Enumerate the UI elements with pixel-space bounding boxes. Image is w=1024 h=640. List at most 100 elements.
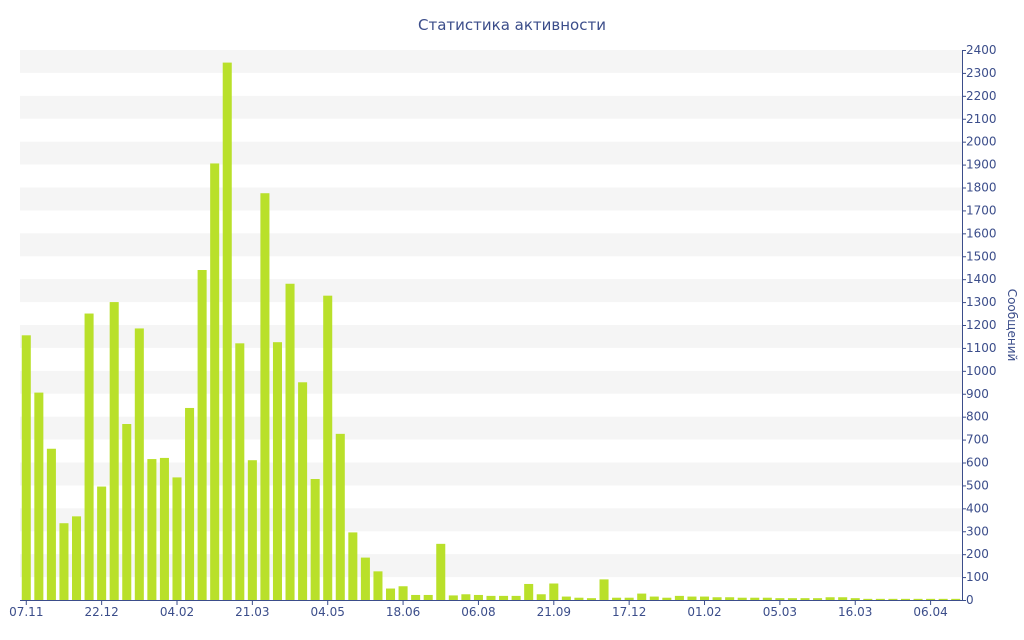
y-axis-ticks: 0 100 200 300 400 500 600 700 800 900 1000 1100 1200… bbox=[962, 43, 997, 607]
grid-band bbox=[20, 50, 962, 73]
bar-70 bbox=[900, 598, 910, 600]
bar-59 bbox=[762, 597, 772, 600]
bar-60 bbox=[775, 598, 785, 600]
bar-3 bbox=[59, 523, 69, 600]
bar-24 bbox=[323, 295, 333, 600]
bar-40 bbox=[524, 583, 534, 600]
bar-25 bbox=[335, 433, 345, 600]
y-tick-label: 200 bbox=[966, 547, 989, 561]
bar-64 bbox=[825, 597, 835, 600]
bar-2 bbox=[46, 448, 56, 600]
grid-band bbox=[20, 95, 962, 119]
x-tick-label: 18.06 bbox=[386, 605, 420, 619]
x-tick-label: 17.12 bbox=[612, 605, 646, 619]
bar-71 bbox=[913, 598, 923, 600]
bar-58 bbox=[750, 597, 760, 600]
x-tick-label: 16.03 bbox=[838, 605, 872, 619]
y-tick-label: 400 bbox=[966, 501, 989, 515]
bar-50 bbox=[649, 596, 659, 600]
bar-16 bbox=[222, 62, 232, 601]
bar-8 bbox=[122, 424, 132, 600]
bar-35 bbox=[461, 594, 471, 600]
bar-28 bbox=[373, 571, 383, 600]
bar-51 bbox=[662, 597, 672, 600]
bar-20 bbox=[272, 342, 282, 600]
bar-7 bbox=[109, 302, 119, 600]
x-tick-label: 04.05 bbox=[311, 605, 345, 619]
bar-0 bbox=[21, 335, 31, 600]
bar-57 bbox=[737, 597, 747, 600]
y-tick-label: 600 bbox=[966, 456, 989, 470]
grid-band bbox=[20, 416, 962, 440]
grid-band bbox=[20, 279, 962, 303]
bar-17 bbox=[235, 343, 245, 600]
y-tick-label: 1400 bbox=[966, 272, 997, 286]
bar-74 bbox=[951, 598, 961, 600]
bar-6 bbox=[97, 486, 107, 600]
y-axis-label: Сообщений bbox=[1005, 289, 1019, 362]
y-tick-label: 1200 bbox=[966, 318, 997, 332]
y-tick-label: 700 bbox=[966, 433, 989, 447]
y-tick-label: 1800 bbox=[966, 181, 997, 195]
bar-9 bbox=[134, 328, 144, 600]
bar-38 bbox=[499, 595, 509, 601]
bar-series bbox=[21, 62, 961, 601]
grid-band bbox=[20, 141, 962, 165]
y-tick-label: 1900 bbox=[966, 158, 997, 172]
bar-31 bbox=[411, 594, 421, 600]
x-tick-label: 07.11 bbox=[9, 605, 43, 619]
bar-11 bbox=[159, 457, 169, 600]
grid-band bbox=[20, 325, 962, 348]
chart-title: Статистика активности bbox=[418, 16, 606, 34]
bar-15 bbox=[210, 163, 220, 600]
bar-69 bbox=[888, 598, 898, 600]
bar-42 bbox=[549, 583, 559, 600]
bar-30 bbox=[398, 586, 408, 600]
y-tick-label: 2100 bbox=[966, 112, 997, 126]
bar-65 bbox=[838, 597, 848, 600]
bar-63 bbox=[813, 598, 823, 600]
y-tick-label: 1000 bbox=[966, 364, 997, 378]
bar-44 bbox=[574, 597, 584, 600]
bar-46 bbox=[599, 579, 609, 601]
bar-10 bbox=[147, 459, 157, 600]
bar-56 bbox=[725, 597, 735, 600]
x-tick-label: 06.04 bbox=[913, 605, 947, 619]
y-tick-label: 1700 bbox=[966, 203, 997, 217]
x-tick-label: 04.02 bbox=[160, 605, 194, 619]
x-axis-ticks: 07.11 22.12 04.02 21.03 04.05 18.06 06.08 21.09… bbox=[9, 600, 948, 619]
y-tick-label: 2200 bbox=[966, 89, 997, 103]
grid-bands bbox=[20, 50, 962, 578]
x-tick-label: 06.08 bbox=[461, 605, 495, 619]
bar-53 bbox=[687, 596, 697, 600]
grid-band bbox=[20, 233, 962, 257]
bar-68 bbox=[875, 598, 885, 600]
y-tick-label: 1300 bbox=[966, 295, 997, 309]
x-tick-label: 21.09 bbox=[537, 605, 571, 619]
bar-19 bbox=[260, 193, 270, 601]
x-tick-label: 01.02 bbox=[687, 605, 721, 619]
y-tick-label: 1500 bbox=[966, 249, 997, 263]
x-tick-label: 22.12 bbox=[84, 605, 118, 619]
bar-67 bbox=[863, 598, 873, 600]
bar-32 bbox=[423, 594, 433, 600]
bar-47 bbox=[612, 597, 622, 600]
bar-14 bbox=[197, 270, 207, 600]
bar-22 bbox=[298, 382, 308, 600]
y-tick-label: 500 bbox=[966, 478, 989, 492]
bar-1 bbox=[34, 392, 44, 600]
bar-73 bbox=[938, 598, 948, 600]
bar-54 bbox=[700, 596, 710, 600]
bar-13 bbox=[185, 407, 195, 600]
y-tick-label: 300 bbox=[966, 524, 989, 538]
bar-61 bbox=[787, 598, 797, 600]
x-tick-label: 05.03 bbox=[763, 605, 797, 619]
bar-18 bbox=[247, 460, 257, 600]
y-tick-label: 2400 bbox=[966, 43, 997, 57]
y-tick-label: 1100 bbox=[966, 341, 997, 355]
x-tick-label: 21.03 bbox=[235, 605, 269, 619]
bar-36 bbox=[473, 594, 483, 600]
grid-band bbox=[20, 187, 962, 211]
bar-12 bbox=[172, 477, 182, 600]
